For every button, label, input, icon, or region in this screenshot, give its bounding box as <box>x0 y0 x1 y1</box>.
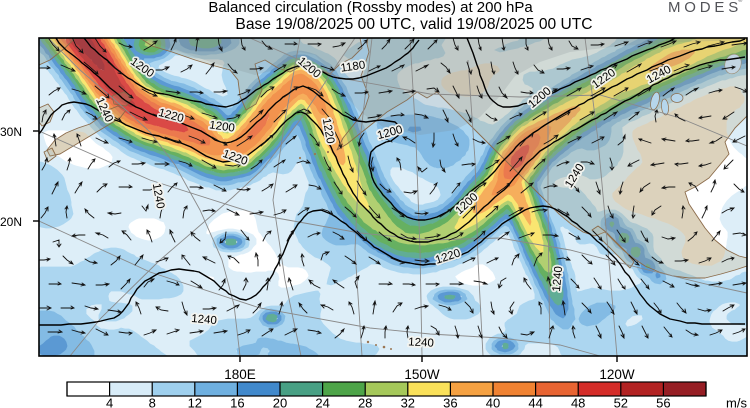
svg-text:52: 52 <box>614 396 628 408</box>
svg-text:48: 48 <box>571 396 585 408</box>
svg-text:16: 16 <box>230 396 244 408</box>
svg-text:1180: 1180 <box>340 59 366 74</box>
svg-text:1200: 1200 <box>208 119 235 134</box>
svg-text:44: 44 <box>528 396 542 408</box>
svg-text:1240: 1240 <box>191 313 218 327</box>
svg-text:1240: 1240 <box>150 182 166 209</box>
svg-text:40: 40 <box>486 396 500 408</box>
svg-text:1180: 1180 <box>340 59 366 74</box>
svg-text:4: 4 <box>106 396 113 408</box>
svg-text:24: 24 <box>315 396 329 408</box>
svg-text:28: 28 <box>358 396 372 408</box>
svg-text:12: 12 <box>188 396 202 408</box>
svg-text:1240: 1240 <box>551 266 565 293</box>
svg-text:1220: 1220 <box>320 117 336 144</box>
svg-text:1240: 1240 <box>408 336 434 349</box>
svg-text:m/s: m/s <box>726 396 747 408</box>
svg-text:32: 32 <box>401 396 415 408</box>
svg-text:1200: 1200 <box>208 119 235 134</box>
svg-text:1240: 1240 <box>551 266 565 293</box>
svg-text:56: 56 <box>656 396 670 408</box>
svg-text:20: 20 <box>273 396 287 408</box>
svg-text:36: 36 <box>443 396 457 408</box>
svg-text:1240: 1240 <box>191 313 218 327</box>
svg-text:1240: 1240 <box>408 336 434 349</box>
svg-text:8: 8 <box>149 396 156 408</box>
